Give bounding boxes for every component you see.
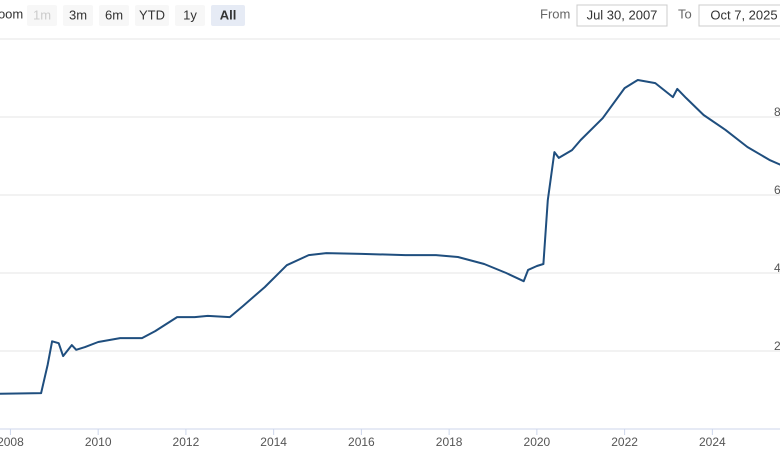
data-line	[0, 79, 780, 395]
x-tick-label: 2008	[0, 435, 24, 449]
to-input[interactable]	[698, 4, 780, 27]
zoom-button-label: 1m	[33, 7, 51, 22]
zoom-button[interactable]	[175, 5, 205, 26]
zoom-button-label[interactable]: 1y	[183, 7, 197, 22]
from-input[interactable]	[576, 4, 668, 27]
x-tick-label: 2012	[173, 435, 200, 449]
x-tick-label: 2020	[524, 435, 551, 449]
x-tick-label: 2022	[611, 435, 638, 449]
x-tick-label: 2024	[699, 435, 726, 449]
zoom-button-label[interactable]: YTD	[139, 7, 165, 22]
zoom-button[interactable]	[99, 5, 129, 26]
x-tick-label: 2010	[85, 435, 112, 449]
y-tick-label: 8	[774, 105, 780, 119]
y-tick-label: 2	[774, 339, 780, 353]
zoom-button[interactable]	[211, 5, 245, 26]
zoom-button[interactable]	[135, 5, 169, 26]
zoom-button[interactable]	[63, 5, 93, 26]
zoom-button-label[interactable]: All	[220, 7, 237, 22]
zoom-label: Zoom	[0, 6, 23, 21]
zoom-button-label[interactable]: 6m	[105, 7, 123, 22]
from-label: From	[540, 6, 570, 21]
x-tick-label: 2016	[348, 435, 375, 449]
from-date[interactable]: Jul 30, 2007	[587, 7, 658, 22]
x-tick-label: 2018	[436, 435, 463, 449]
y-tick-label: 4	[774, 261, 780, 275]
to-label: To	[678, 6, 692, 21]
to-date[interactable]: Oct 7, 2025	[710, 7, 777, 22]
x-tick-label: 2014	[260, 435, 287, 449]
zoom-button	[27, 5, 57, 26]
zoom-button-label[interactable]: 3m	[69, 7, 87, 22]
y-tick-label: 6	[774, 183, 780, 197]
